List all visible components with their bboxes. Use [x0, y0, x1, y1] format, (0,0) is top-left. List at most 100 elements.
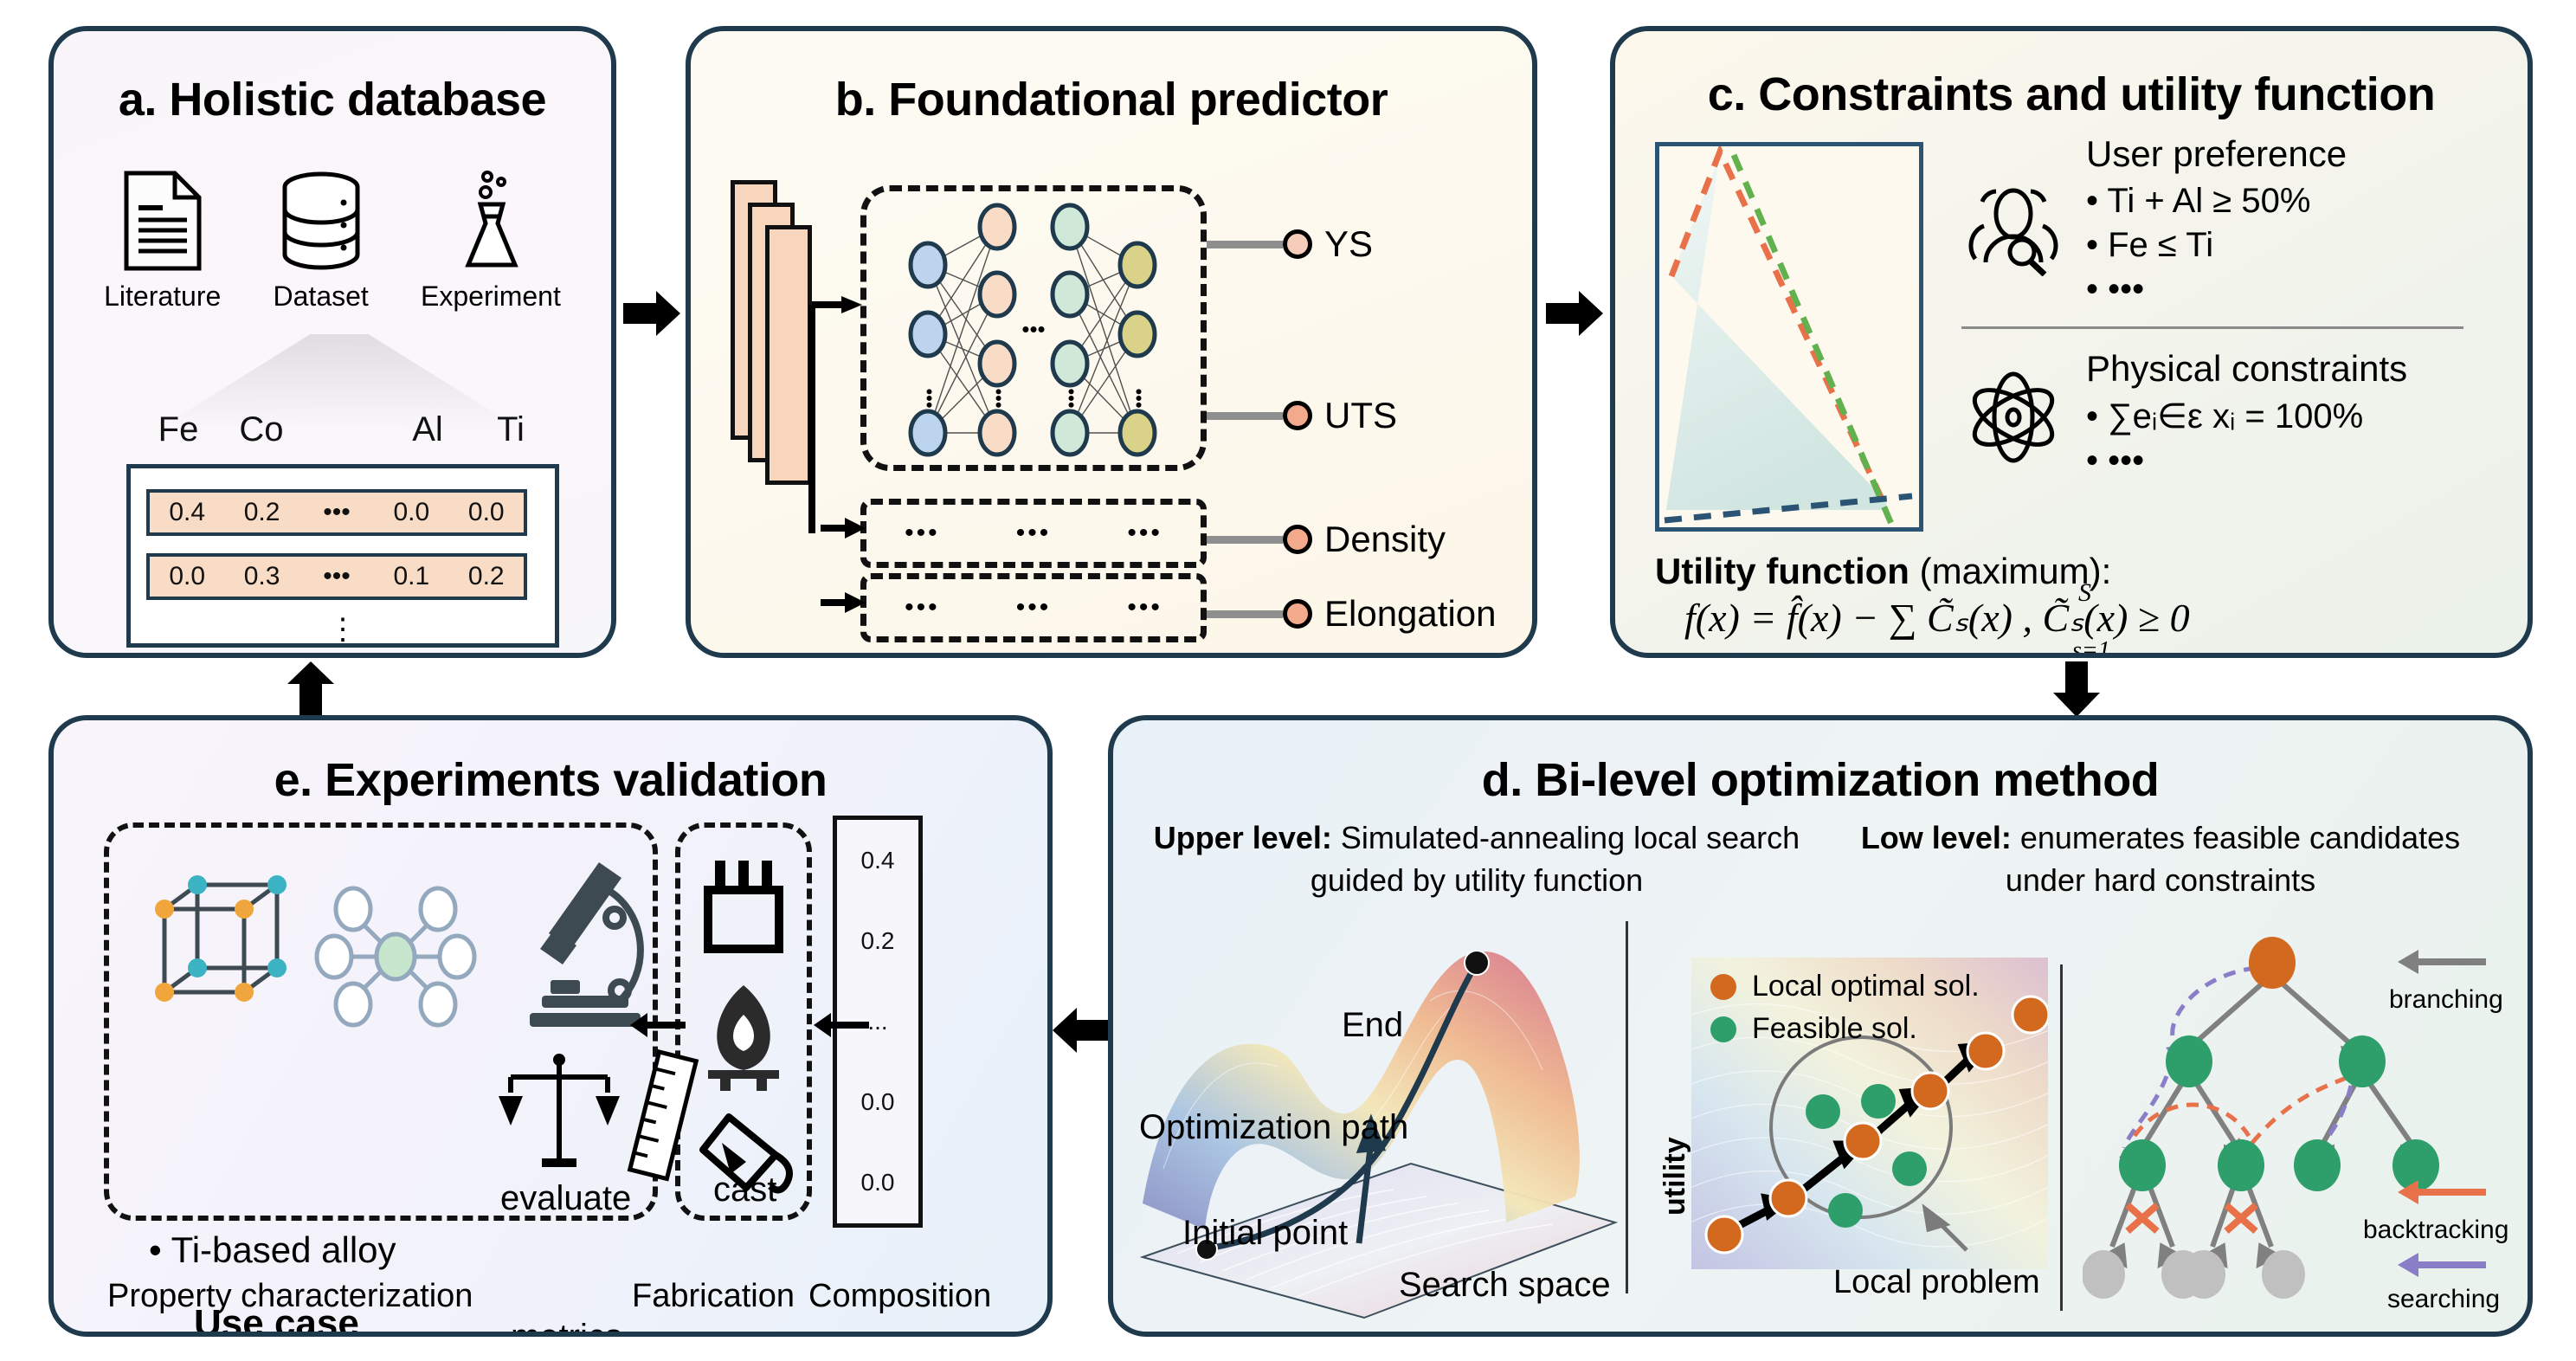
low-level-description: Low level: enumerates feasible candidate…	[1832, 817, 2489, 901]
composition-vector: 0.4 0.2 ... 0.0 0.0	[833, 816, 923, 1228]
branch-dots: •••	[905, 519, 940, 547]
end-point-marker	[1464, 950, 1490, 976]
utility-label-rest: (maximum):	[1909, 551, 2112, 591]
output-label: Elongation	[1324, 593, 1497, 634]
panel-foundational-predictor: b. Foundational predictor	[686, 26, 1537, 658]
output-dot	[1283, 401, 1312, 430]
neural-network-box	[860, 185, 1207, 471]
panel-experiments-validation: e. Experiments validation	[48, 715, 1053, 1337]
table-continuation: ⋮	[328, 612, 357, 646]
branch-dots: •••	[905, 593, 940, 622]
equation-text: f(x) = f̂(x) − ∑ C̃ₛ(x) , C̃ₛ(x) ≥ 0	[1684, 596, 2190, 640]
cell: 0.0	[467, 498, 505, 526]
cell: 0.0	[393, 498, 430, 526]
branch-arrow-density	[821, 518, 866, 539]
feasible-region-plot	[1655, 142, 1923, 532]
backtracking-label: backtracking	[2363, 1216, 2509, 1244]
tree-pruned-nodes	[2083, 1250, 2305, 1299]
arrow-b-to-c	[1546, 291, 1603, 336]
feasible-solution-points	[1806, 1084, 1927, 1228]
pouring-icon	[699, 1113, 793, 1194]
upper-level-description: Upper level: Simulated-annealing local s…	[1148, 817, 1806, 901]
legend-item-local-optimal: Local optimal sol.	[1710, 970, 1980, 1003]
constraint-item: • ••	[2086, 270, 2347, 309]
data-source-icons: Literature Dataset	[54, 170, 611, 313]
svg-text:•••: •••	[918, 388, 940, 408]
arrow-c-to-d	[2053, 661, 2100, 717]
low-level-text: enumerates feasible candidates under har…	[2005, 820, 2461, 898]
local-problem-pointer	[1922, 1203, 1968, 1252]
ruler-icon	[627, 1048, 699, 1182]
arrow-d-to-e	[1053, 1008, 1110, 1053]
svg-text:•••: •••	[988, 388, 1009, 408]
output-label: UTS	[1324, 395, 1397, 435]
legend-dot-green	[1710, 1016, 1736, 1042]
legend-label: Feasible sol.	[1752, 1012, 1917, 1045]
atom-icon	[1972, 371, 2055, 462]
branching-label: branching	[2389, 985, 2503, 1014]
constraint-item: ∑eᵢ∈ε xᵢ = 100%	[2086, 397, 2407, 436]
local-optimal-points	[1704, 995, 2048, 1255]
output-connector	[1207, 610, 1283, 618]
utility-label-bold: Utility function	[1655, 551, 1909, 591]
legend-dot-orange	[1710, 973, 1736, 1000]
output-uts: UTS	[1207, 395, 1397, 436]
cell: 0.2	[243, 498, 280, 526]
composition-value: 0.2	[860, 926, 895, 954]
local-search-scatter	[1691, 958, 2048, 1269]
svg-text:•••: •••	[1021, 316, 1045, 342]
cell: 0.2	[467, 562, 505, 590]
constraint-item: • ••	[2086, 442, 2407, 481]
table-row: 0.0 0.3 ••• 0.1 0.2	[146, 553, 527, 600]
panel-c-title: c. Constraints and utility function	[1707, 68, 2436, 120]
output-dot	[1283, 525, 1312, 554]
panel-holistic-database: a. Holistic database Literature	[48, 26, 616, 658]
utility-axis-label: utility	[1658, 1137, 1691, 1216]
legend-arrow-searching	[2398, 1253, 2486, 1277]
branch-dots: •••	[1127, 593, 1162, 622]
legend-arrow-backtracking	[2398, 1180, 2486, 1204]
arrow-fabrication-to-property	[630, 1013, 686, 1037]
table-row: 0.4 0.2 ••• 0.0 0.0	[146, 489, 527, 536]
initial-point-label: Initial point	[1182, 1214, 1349, 1252]
upper-level-text: Simulated-annealing local search guided …	[1310, 820, 1800, 898]
source-label: Literature	[104, 281, 222, 312]
output-dot	[1283, 229, 1312, 259]
composition-caption: Composition	[808, 1278, 992, 1314]
cell: •••	[323, 498, 351, 526]
output-density: Density	[1207, 519, 1446, 560]
cell: 0.0	[169, 562, 206, 590]
output-connector	[1207, 411, 1283, 420]
constraint-item: Ti + Al ≥ 50%	[2086, 182, 2347, 221]
output-elongation: Elongation	[1207, 593, 1497, 635]
stack-to-network-connector	[808, 296, 862, 533]
branch-arrow-elongation	[821, 592, 866, 613]
metrics-label: metrics	[511, 1318, 622, 1337]
branch-dots: •••	[1127, 519, 1162, 547]
output-label: Density	[1324, 519, 1446, 559]
utility-function-label: Utility function (maximum):	[1655, 551, 2111, 592]
panel-d-title: d. Bi-level optimization method	[1481, 754, 2160, 806]
low-level-bold: Low level:	[1860, 820, 2012, 855]
composition-value: 0.4	[860, 846, 895, 874]
sum-upper-limit: S	[2078, 578, 2091, 607]
molecule-network-icon	[314, 886, 477, 1028]
legend-item-feasible: Feasible sol.	[1710, 1012, 1980, 1046]
source-literature: Literature	[104, 170, 221, 313]
local-problem-label: Local problem	[1833, 1264, 2040, 1300]
end-label: End	[1342, 1006, 1404, 1044]
user-preference-block: User preference Ti + Al ≥ 50% Fe ≤ Ti ••…	[1961, 133, 2498, 314]
source-label: Dataset	[273, 281, 369, 312]
branch-dots: •••	[1015, 593, 1052, 622]
cell: 0.4	[169, 498, 206, 526]
microscope-icon	[530, 862, 644, 1027]
user-search-icon	[1968, 188, 2058, 276]
panel-a-title: a. Holistic database	[118, 74, 547, 126]
arrow-a-to-b	[623, 291, 680, 336]
column-header: Fe	[158, 410, 199, 448]
composition-value: 0.0	[860, 1169, 895, 1197]
density-branch-box: ••• ••• •••	[860, 499, 1207, 568]
svg-text:•••: •••	[1060, 388, 1082, 408]
source-label: Experiment	[421, 281, 561, 312]
